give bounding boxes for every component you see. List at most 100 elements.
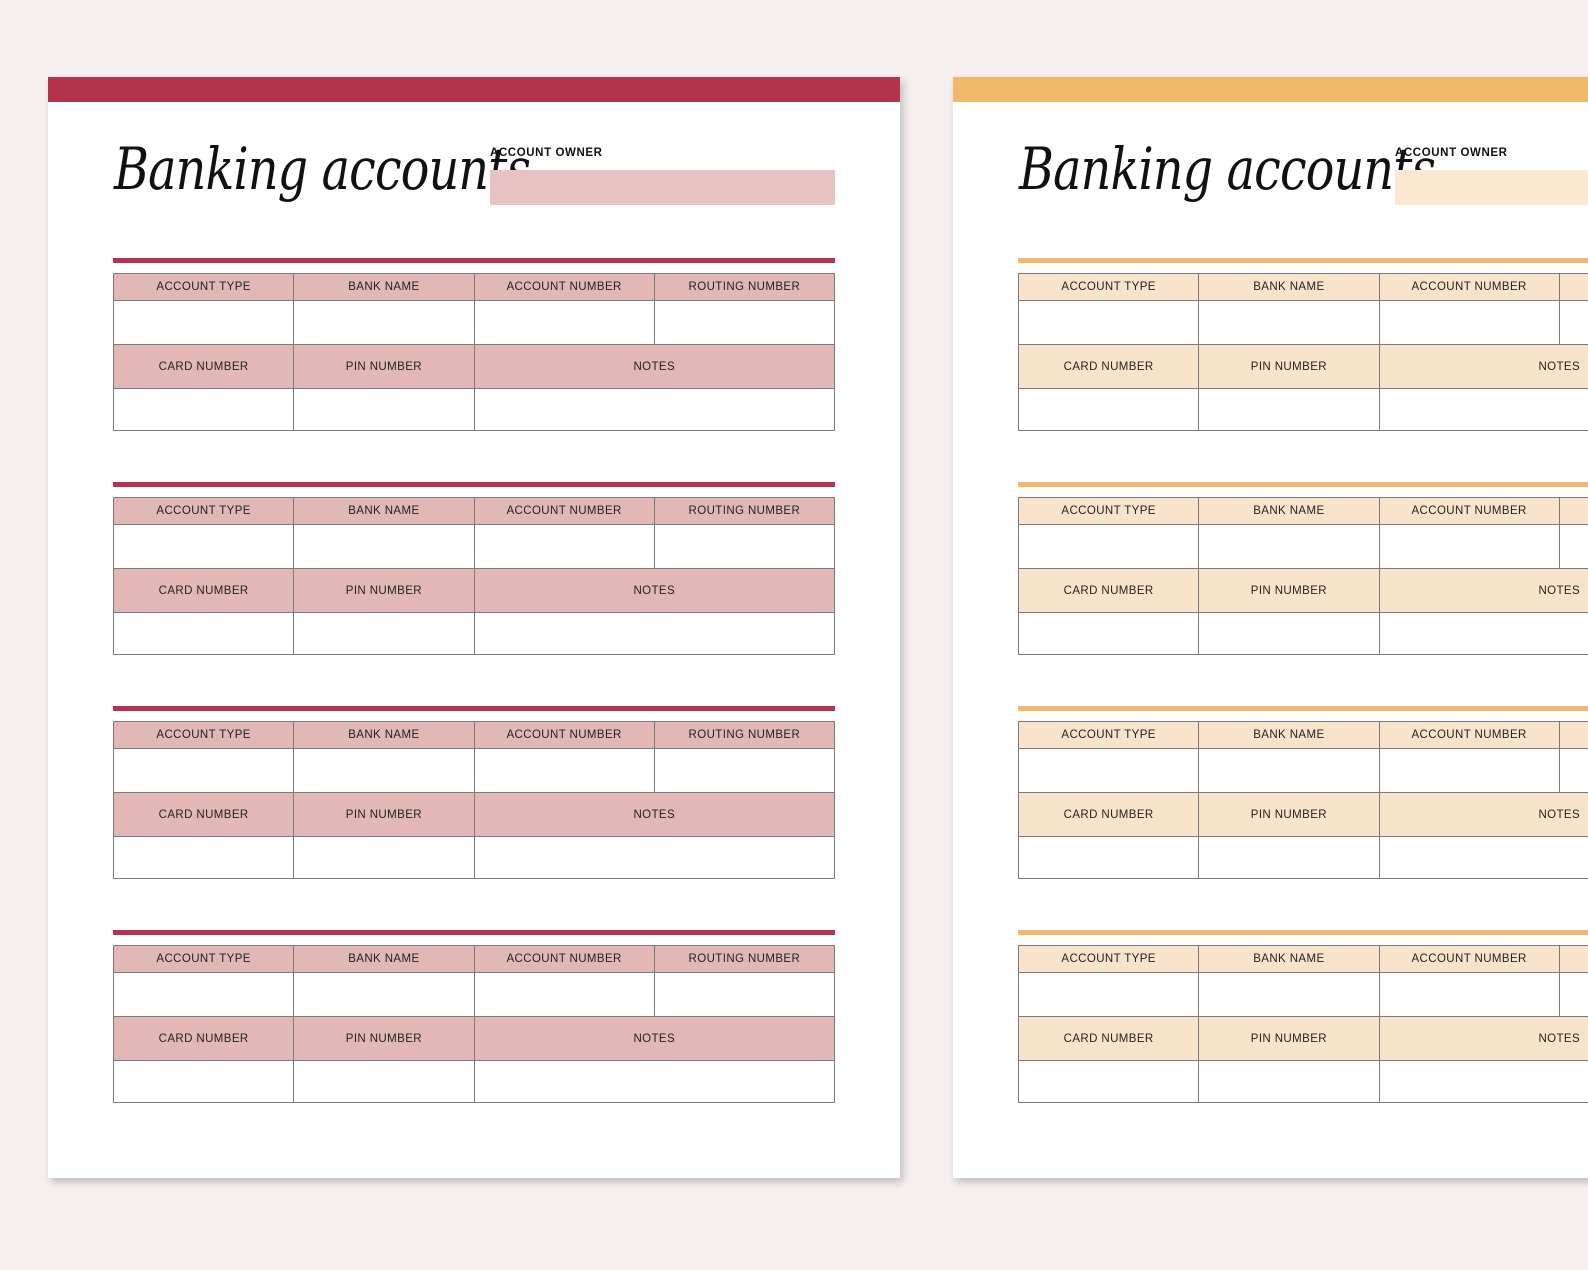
pin-number-header: PIN NUMBER (1198, 792, 1380, 837)
bank-name-field[interactable] (293, 972, 475, 1017)
bank-name-field[interactable] (293, 748, 475, 793)
account-type-header: ACCOUNT TYPE (1017, 721, 1200, 749)
pin-number-field[interactable] (1198, 612, 1380, 655)
notes-field[interactable] (1378, 612, 1588, 655)
card-number-field[interactable] (112, 388, 295, 431)
pin-number-field[interactable] (293, 1060, 475, 1103)
pin-number-field[interactable] (293, 612, 475, 655)
account-number-header: ACCOUNT NUMBER (1378, 273, 1560, 301)
account-type-field[interactable] (112, 972, 295, 1017)
routing-number-field[interactable] (1558, 300, 1588, 345)
bank-name-header: BANK NAME (293, 273, 475, 301)
routing-number-field[interactable] (1558, 972, 1588, 1017)
pin-number-field[interactable] (1198, 836, 1380, 879)
account-number-field[interactable] (473, 300, 655, 345)
notes-header: NOTES (1378, 1016, 1588, 1061)
bank-name-header: BANK NAME (293, 497, 475, 525)
account-type-header: ACCOUNT TYPE (112, 721, 295, 749)
card-number-field[interactable] (1017, 612, 1200, 655)
card-number-header: CARD NUMBER (1017, 792, 1200, 837)
card-number-field[interactable] (112, 1060, 295, 1103)
routing-number-field[interactable] (653, 748, 836, 793)
routing-number-field[interactable] (1558, 524, 1588, 569)
account-type-field[interactable] (112, 748, 295, 793)
account-number-field[interactable] (1378, 748, 1560, 793)
account-number-header: ACCOUNT NUMBER (473, 721, 655, 749)
card-number-field[interactable] (112, 836, 295, 879)
notes-header: NOTES (1378, 792, 1588, 837)
account-type-field[interactable] (112, 524, 295, 569)
account-number-header: ACCOUNT NUMBER (473, 945, 655, 973)
account-type-field[interactable] (1017, 972, 1200, 1017)
account-type-header: ACCOUNT TYPE (1017, 945, 1200, 973)
card-number-header: CARD NUMBER (112, 344, 295, 389)
card-number-field[interactable] (1017, 836, 1200, 879)
notes-field[interactable] (473, 612, 835, 655)
account-number-header: ACCOUNT NUMBER (1378, 497, 1560, 525)
card-number-header: CARD NUMBER (112, 1016, 295, 1061)
routing-number-field[interactable] (1558, 748, 1588, 793)
account-number-field[interactable] (473, 748, 655, 793)
card-number-field[interactable] (1017, 388, 1200, 431)
pin-number-field[interactable] (293, 836, 475, 879)
routing-number-header: ROUTING NUMBER (1558, 945, 1588, 973)
routing-number-field[interactable] (653, 524, 836, 569)
section-divider (113, 706, 835, 711)
section-divider (113, 930, 835, 935)
account-number-field[interactable] (1378, 972, 1560, 1017)
pin-number-field[interactable] (1198, 1060, 1380, 1103)
notes-header: NOTES (473, 568, 835, 613)
bank-name-field[interactable] (1198, 524, 1380, 569)
account-number-header: ACCOUNT NUMBER (1378, 721, 1560, 749)
notes-field[interactable] (473, 388, 835, 431)
bank-name-field[interactable] (293, 300, 475, 345)
bank-name-field[interactable] (1198, 748, 1380, 793)
account-type-field[interactable] (112, 300, 295, 345)
notes-field[interactable] (1378, 836, 1588, 879)
account-number-header: ACCOUNT NUMBER (473, 273, 655, 301)
bank-name-field[interactable] (293, 524, 475, 569)
account-number-field[interactable] (473, 972, 655, 1017)
bank-name-field[interactable] (1198, 972, 1380, 1017)
account-number-field[interactable] (1378, 300, 1560, 345)
account-type-header: ACCOUNT TYPE (1017, 273, 1200, 301)
bank-name-header: BANK NAME (1198, 945, 1380, 973)
routing-number-field[interactable] (653, 300, 836, 345)
card-number-header: CARD NUMBER (112, 792, 295, 837)
card-number-field[interactable] (112, 612, 295, 655)
section-divider (1018, 482, 1588, 487)
top-color-bar (953, 77, 1588, 102)
account-number-field[interactable] (473, 524, 655, 569)
bank-name-field[interactable] (1198, 300, 1380, 345)
account-type-field[interactable] (1017, 300, 1200, 345)
notes-header: NOTES (473, 344, 835, 389)
pin-number-header: PIN NUMBER (293, 1016, 475, 1061)
account-owner-field[interactable] (1395, 170, 1588, 205)
card-number-field[interactable] (1017, 1060, 1200, 1103)
notes-field[interactable] (1378, 1060, 1588, 1103)
routing-number-field[interactable] (653, 972, 836, 1017)
pin-number-field[interactable] (1198, 388, 1380, 431)
routing-number-header: ROUTING NUMBER (653, 945, 836, 973)
card-number-header: CARD NUMBER (1017, 1016, 1200, 1061)
notes-field[interactable] (473, 836, 835, 879)
account-owner-field[interactable] (490, 170, 835, 205)
routing-number-header: ROUTING NUMBER (653, 497, 836, 525)
account-number-field[interactable] (1378, 524, 1560, 569)
account-type-field[interactable] (1017, 524, 1200, 569)
page-title: Banking accounts (114, 135, 531, 203)
account-type-field[interactable] (1017, 748, 1200, 793)
card-number-header: CARD NUMBER (1017, 568, 1200, 613)
banking-sheet-red: Banking accounts ACCOUNT OWNER ACCOUNT TYP… (48, 77, 900, 1178)
pin-number-header: PIN NUMBER (293, 568, 475, 613)
section-divider (1018, 930, 1588, 935)
notes-field[interactable] (1378, 388, 1588, 431)
notes-field[interactable] (473, 1060, 835, 1103)
pin-number-field[interactable] (293, 388, 475, 431)
